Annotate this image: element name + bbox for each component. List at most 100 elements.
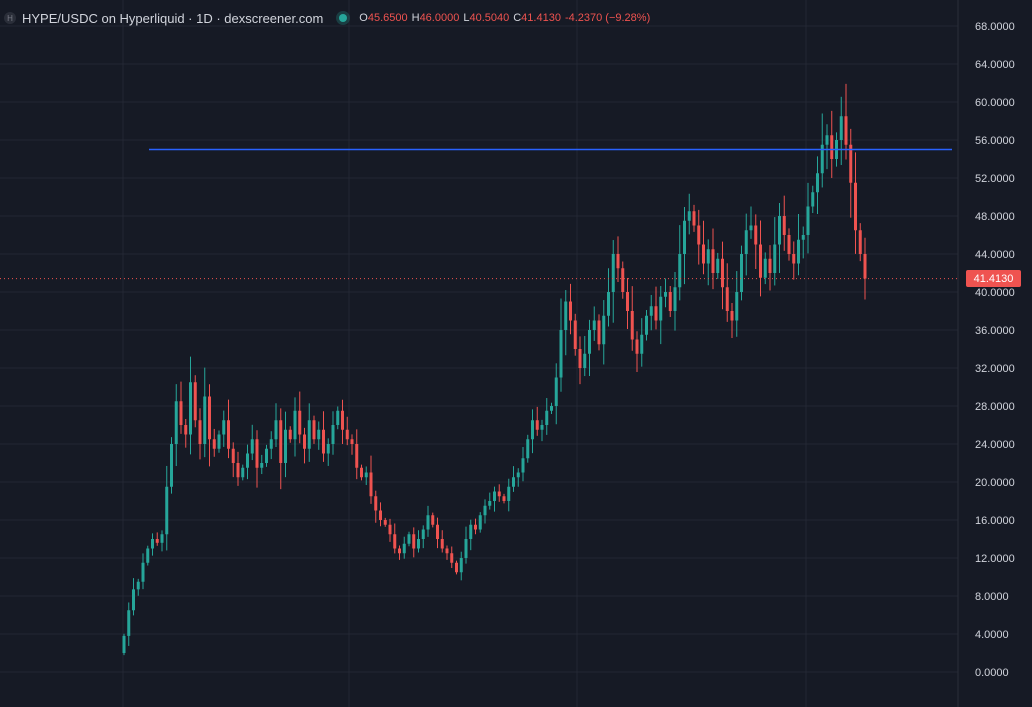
candle-body [773,244,777,273]
candle-body [730,311,734,321]
candle-body [683,220,686,254]
y-tick-label: 36.0000 [975,325,1015,337]
candle-body [668,292,672,311]
market-status-icon [339,14,348,22]
candle-body [516,472,520,478]
candle-body [393,534,397,549]
candle-body [806,206,810,235]
candle-body [469,524,473,539]
candle-body [754,225,758,245]
candle-body [255,439,259,468]
candle-body [298,410,302,435]
candle-body [839,116,843,140]
candle-body [554,377,558,406]
candle-body [464,539,468,558]
candle-body [588,330,591,354]
candle-body [573,320,577,349]
candle-body [811,192,815,207]
candle-body [592,320,596,330]
candle-body [269,439,273,449]
candle-body [341,410,344,430]
candle-body [184,425,188,435]
candle-body [355,444,359,468]
candle-body [820,144,824,174]
candle-body [735,292,739,321]
candle-body [274,420,278,440]
candle-body [146,548,150,563]
candle-body [711,249,715,273]
candle-body [179,401,183,425]
legend: H HYPE/USDC on Hyperliquid · 1D · dexscr… [4,8,654,28]
y-tick-label: 68.0000 [975,21,1015,33]
candle-body [417,539,420,549]
candle-body [459,558,463,573]
candle-body [597,320,601,345]
candle-body [279,420,283,463]
candle-body [374,496,378,511]
y-tick-label: 52.0000 [975,173,1015,185]
candle-body [645,315,648,335]
candle-body [155,539,159,543]
candle-body [369,472,373,497]
candle-body [497,491,501,497]
candle-body [293,410,297,440]
y-tick-label: 40.0000 [975,287,1015,299]
candle-body [564,301,568,330]
candle-body [702,244,705,264]
candle-body [602,315,606,345]
y-tick-label: 16.0000 [975,515,1015,527]
candle-body [664,292,667,297]
candles [122,83,867,656]
price-axis[interactable]: 68.0000 64.0000 60.0000 56.0000 52.0000 48.00… [975,21,1015,679]
y-tick-label: 28.0000 [975,401,1015,413]
candle-body [478,515,482,530]
candle-body [402,543,406,554]
candle-body [621,268,625,292]
candle-body [706,249,710,264]
candle-body [763,258,767,278]
candle-body [350,439,354,444]
candle-body [559,330,563,378]
candle-body [830,135,834,159]
y-tick-label: 56.0000 [975,135,1015,147]
candle-body [208,396,211,440]
open-value: O45.6500 [359,12,408,24]
y-tick-label: 44.0000 [975,249,1015,261]
y-tick-label: 48.0000 [975,211,1015,223]
y-tick-label: 20.0000 [975,477,1015,489]
candle-body [189,382,192,435]
candle-body [426,515,430,530]
candle-body [331,425,335,444]
candle-body [336,410,340,425]
candle-body [535,420,539,430]
candle-body [744,230,748,254]
candle-body [388,524,392,535]
candle-body [550,406,553,411]
candle-body [127,610,131,636]
change-value: -4.2370 (−9.28%) [564,12,651,24]
candle-body [136,581,140,590]
candle-body [165,486,169,535]
candle-body [854,182,857,231]
candle-body [431,515,435,525]
candle-body [421,529,425,539]
candle-body [345,429,349,440]
candle-body [450,553,454,563]
candle-body [122,635,126,653]
candle-body [659,296,663,321]
candle-body [436,524,439,539]
candle-body [611,254,615,292]
candle-body [241,467,245,478]
candle-body [630,311,634,340]
close-value: C41.4130 [513,12,561,24]
candle-body [801,235,805,240]
candle-body [692,211,696,226]
candle-body [607,292,610,316]
candle-body [759,244,762,278]
candle-body [635,339,639,354]
candle-body [569,301,572,321]
grid [0,0,958,707]
candle-body [222,420,226,435]
candle-body [502,496,506,501]
